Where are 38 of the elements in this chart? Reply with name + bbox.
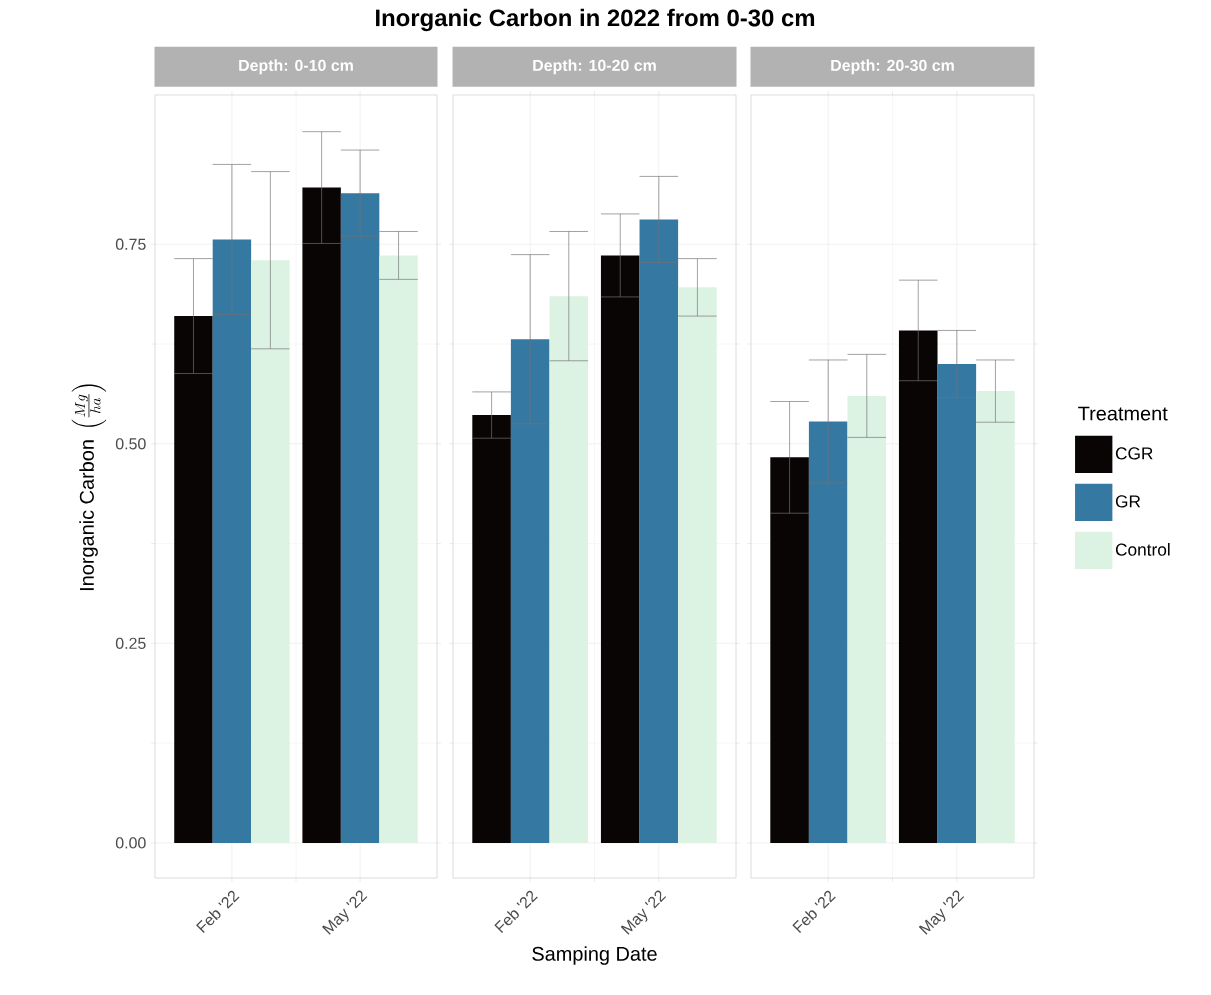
legend-label: Control: [1115, 543, 1170, 556]
legend-label: GR: [1115, 495, 1141, 508]
bar: [510, 339, 550, 843]
bar: [678, 287, 717, 843]
bar: [847, 395, 887, 843]
x-tick-label: Feb '22: [792, 890, 836, 934]
chart-subtitle: Depth: 20-30 cm: [831, 59, 954, 75]
y-tick-label: 0.00: [115, 837, 146, 849]
y-axis-title: $\text{Inorganic Carbon }\left(\frac{Mg}{ha}\right)$: [71, 384, 107, 591]
x-tick-label: May '22: [918, 890, 965, 935]
bar: [808, 421, 848, 843]
bar: [898, 330, 938, 843]
x-tick-label: Feb '22: [494, 890, 538, 934]
bar: [340, 193, 380, 843]
bar: [549, 296, 589, 843]
bar: [251, 260, 290, 843]
legend-label: CGR: [1115, 447, 1153, 460]
bar: [600, 255, 640, 843]
bar: [174, 316, 213, 843]
chart-subtitle: Depth: 10-20 cm: [533, 59, 656, 75]
bar: [937, 363, 977, 843]
x-tick-label: May '22: [620, 890, 667, 935]
bar: [302, 187, 341, 843]
bar: [639, 219, 679, 843]
x-tick-label: May '22: [322, 890, 368, 935]
bar: [770, 457, 809, 843]
bar: [379, 255, 418, 843]
bar: [212, 239, 252, 843]
y-tick-label: 0.50: [115, 438, 146, 450]
text: Inorganic Carbon in 2022 from 0-30 cm: [376, 8, 815, 32]
y-tick-label: 0.25: [115, 637, 146, 649]
x-axis-title: Samping Date: [532, 946, 657, 965]
x-tick-label: Feb '22: [196, 890, 240, 934]
chart-subtitle: Depth: 0-10 cm: [239, 59, 353, 75]
bar: [976, 391, 1015, 843]
bar: [472, 415, 511, 843]
legend-title: Treatment: [1078, 406, 1168, 421]
y-tick-label: 0.75: [115, 238, 146, 250]
